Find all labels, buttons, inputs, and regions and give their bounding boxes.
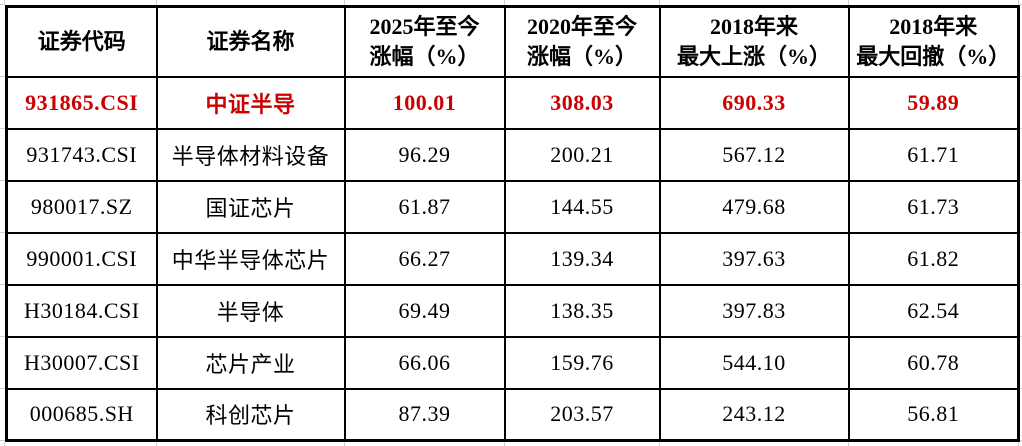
table-row: 931743.CSI 半导体材料设备 96.29 200.21 567.12 6…: [5, 127, 1020, 182]
gridline-stub: [343, 0, 345, 5]
gridline-stub: [1020, 439, 1022, 441]
gridline-stub: [0, 439, 5, 441]
col-header-max-rise-2018: 2018年来 最大上涨（%）: [658, 5, 850, 78]
cell-security-name: 国证芯片: [155, 179, 346, 234]
cell-max-rise-2018: 567.12: [658, 127, 850, 182]
cell-max-drawdown-2018: 56.81: [847, 387, 1020, 442]
gridline-stub: [0, 179, 5, 181]
cell-security-code: 980017.SZ: [5, 179, 158, 234]
gridline-stub: [1020, 283, 1022, 285]
cell-security-code: 931743.CSI: [5, 127, 158, 182]
gridline-stub: [0, 231, 5, 233]
col-header-security-name: 证券名称: [155, 5, 346, 78]
cell-max-drawdown-2018: 61.82: [847, 231, 1020, 286]
gridline-stub: [0, 4, 5, 5]
cell-max-rise-2018: 397.83: [658, 283, 850, 338]
header-row: 证券代码 证券名称 2025年至今 涨幅（%） 2020年至今 涨幅（%） 20…: [5, 5, 1020, 78]
gridline-stub: [0, 75, 5, 77]
cell-security-code: 931865.CSI: [5, 75, 158, 130]
cell-ytd-2025-gain: 66.06: [343, 335, 506, 390]
cell-max-rise-2018: 479.68: [658, 179, 850, 234]
gridline-stub: [847, 442, 849, 446]
cell-ytd-2020-gain: 138.35: [503, 283, 661, 338]
gridline-stub: [1017, 0, 1019, 5]
gridline-stub: [1020, 127, 1022, 129]
gridline-stub: [0, 127, 5, 129]
cell-security-code: 990001.CSI: [5, 231, 158, 286]
gridline-stub: [0, 283, 5, 285]
cell-max-rise-2018: 397.63: [658, 231, 850, 286]
index-comparison-table: 证券代码 证券名称 2025年至今 涨幅（%） 2020年至今 涨幅（%） 20…: [5, 5, 1020, 442]
gridline-stub: [343, 442, 345, 446]
gridline-stub: [155, 442, 157, 446]
gridline-stub: [1020, 179, 1022, 181]
cell-ytd-2025-gain: 66.27: [343, 231, 506, 286]
gridline-stub: [847, 0, 849, 5]
table-row-highlighted: 931865.CSI 中证半导 100.01 308.03 690.33 59.…: [5, 75, 1020, 130]
gridline-stub: [155, 0, 157, 5]
col-header-max-drawdown-2018: 2018年来 最大回撤（%）: [847, 5, 1020, 78]
cell-security-code: H30007.CSI: [5, 335, 158, 390]
gridline-stub: [1020, 4, 1022, 5]
gridline-stub: [0, 387, 5, 389]
cell-security-name: 中证半导: [155, 75, 346, 130]
table-row: 990001.CSI 中华半导体芯片 66.27 139.34 397.63 6…: [5, 231, 1020, 286]
cell-ytd-2025-gain: 96.29: [343, 127, 506, 182]
gridline-stub: [1020, 231, 1022, 233]
cell-security-code: 000685.SH: [5, 387, 158, 442]
col-header-ytd-2025-gain: 2025年至今 涨幅（%）: [343, 5, 506, 78]
cell-max-drawdown-2018: 59.89: [847, 75, 1020, 130]
cell-ytd-2020-gain: 200.21: [503, 127, 661, 182]
gridline-stub: [1020, 335, 1022, 337]
cell-security-name: 中华半导体芯片: [155, 231, 346, 286]
cell-max-drawdown-2018: 61.73: [847, 179, 1020, 234]
cell-security-name: 科创芯片: [155, 387, 346, 442]
gridline-stub: [658, 442, 660, 446]
cell-max-drawdown-2018: 60.78: [847, 335, 1020, 390]
cell-ytd-2020-gain: 144.55: [503, 179, 661, 234]
cell-max-rise-2018: 544.10: [658, 335, 850, 390]
gridline-stub: [1020, 75, 1022, 77]
gridline-stub: [1017, 442, 1019, 446]
cell-max-drawdown-2018: 61.71: [847, 127, 1020, 182]
cell-ytd-2025-gain: 61.87: [343, 179, 506, 234]
table-row: H30007.CSI 芯片产业 66.06 159.76 544.10 60.7…: [5, 335, 1020, 390]
cell-ytd-2025-gain: 87.39: [343, 387, 506, 442]
gridline-stub: [503, 0, 505, 5]
col-header-security-code: 证券代码: [5, 5, 158, 78]
table-row: H30184.CSI 半导体 69.49 138.35 397.83 62.54: [5, 283, 1020, 338]
cell-ytd-2020-gain: 139.34: [503, 231, 661, 286]
gridline-stub: [0, 335, 5, 337]
cell-security-name: 半导体材料设备: [155, 127, 346, 182]
table-row: 980017.SZ 国证芯片 61.87 144.55 479.68 61.73: [5, 179, 1020, 234]
cell-ytd-2020-gain: 159.76: [503, 335, 661, 390]
gridline-stub: [4, 0, 5, 5]
cell-max-rise-2018: 243.12: [658, 387, 850, 442]
gridline-stub: [4, 442, 5, 446]
gridline-stub: [658, 0, 660, 5]
gridline-stub: [1020, 387, 1022, 389]
cell-security-name: 芯片产业: [155, 335, 346, 390]
cell-max-drawdown-2018: 62.54: [847, 283, 1020, 338]
cell-ytd-2025-gain: 69.49: [343, 283, 506, 338]
cell-ytd-2020-gain: 308.03: [503, 75, 661, 130]
cell-max-rise-2018: 690.33: [658, 75, 850, 130]
col-header-ytd-2020-gain: 2020年至今 涨幅（%）: [503, 5, 661, 78]
cell-security-code: H30184.CSI: [5, 283, 158, 338]
cell-ytd-2025-gain: 100.01: [343, 75, 506, 130]
cell-security-name: 半导体: [155, 283, 346, 338]
gridline-stub: [503, 442, 505, 446]
table-row: 000685.SH 科创芯片 87.39 203.57 243.12 56.81: [5, 387, 1020, 442]
cell-ytd-2020-gain: 203.57: [503, 387, 661, 442]
